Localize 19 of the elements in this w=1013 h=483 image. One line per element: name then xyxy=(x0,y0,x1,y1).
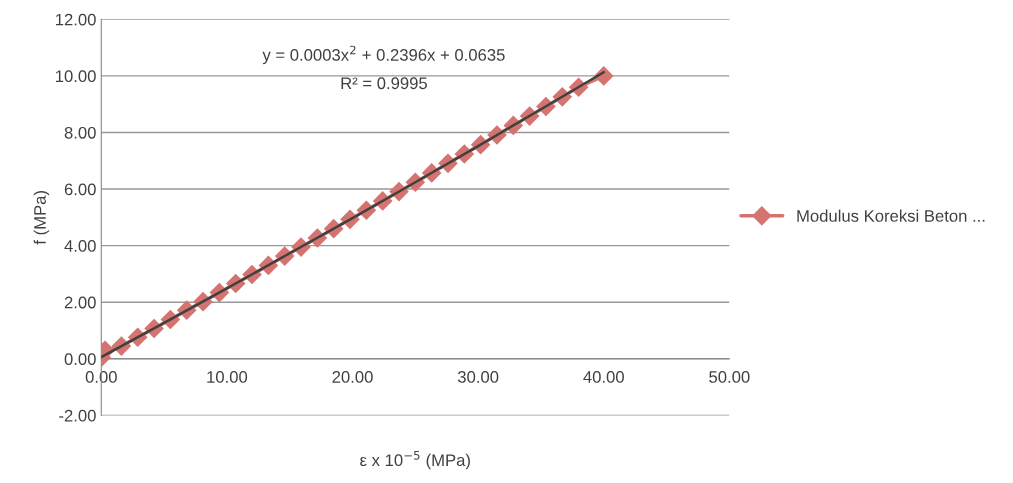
x-tick-label: 20.00 xyxy=(332,371,373,383)
annotation: y = 0.0003x$^{2}$ + 0.2396x + 0.0635 xyxy=(262,45,505,65)
y-tick-label: 0.00 xyxy=(64,353,96,365)
x-tick-label: 0.00 xyxy=(85,371,117,383)
x-axis-title: ε x 10$^{−5}$ (MPa) xyxy=(360,451,470,470)
y-tick-label: 2.00 xyxy=(64,296,96,309)
x-tick-label: 40.00 xyxy=(583,371,624,383)
legend-label: Modulus Koreksi Beton ... xyxy=(797,209,985,222)
x-tick-label: 30.00 xyxy=(457,371,499,383)
y-axis-title: f (MPa) xyxy=(33,191,50,245)
annotation: R² = 0.9995 xyxy=(341,77,428,90)
y-tick-label: -2.00 xyxy=(59,409,96,422)
x-tick-label: 10.00 xyxy=(207,371,248,383)
y-tick-label: 4.00 xyxy=(64,240,96,252)
x-tick-label: 50.00 xyxy=(709,371,750,383)
y-tick-label: 8.00 xyxy=(64,126,96,139)
y-tick-label: 6.00 xyxy=(64,183,96,196)
y-tick-label: 12.00 xyxy=(56,13,96,26)
y-tick-label: 10.00 xyxy=(56,70,96,83)
